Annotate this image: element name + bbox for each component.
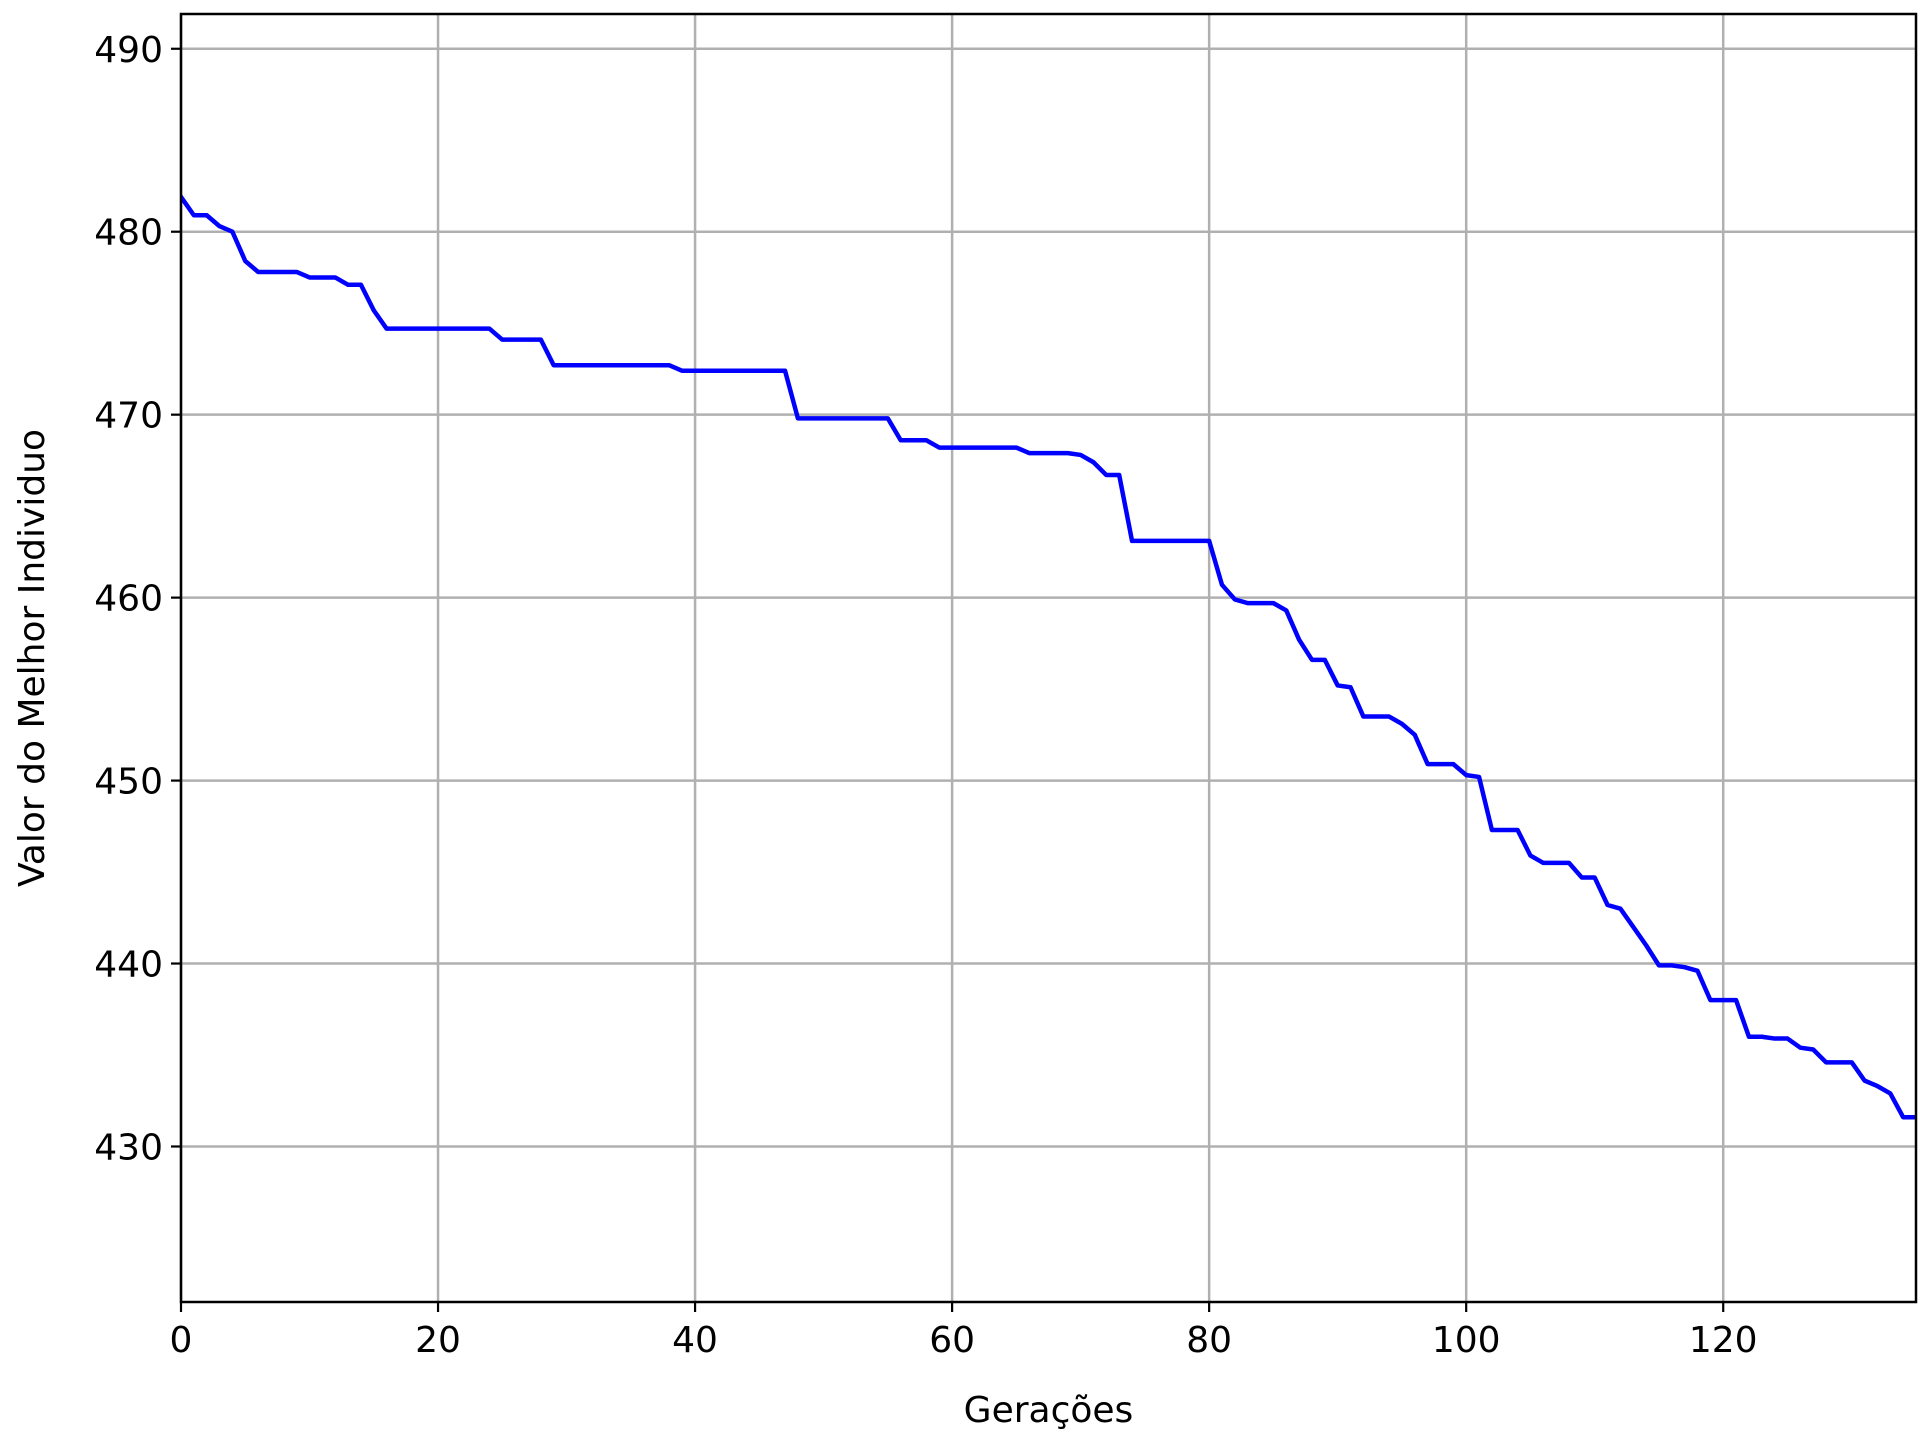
y-axis-label: Valor do Melhor Individuo [12, 429, 53, 887]
y-tick-label: 490 [94, 30, 163, 71]
x-axis-label: Gerações [964, 1390, 1134, 1431]
x-tick-label: 40 [672, 1320, 718, 1361]
y-tick-labels: 430 440 450 460 470 480 490 [94, 30, 163, 1169]
x-tick-label: 0 [170, 1320, 193, 1361]
y-tick-label: 460 [94, 579, 163, 620]
x-tick-label: 20 [415, 1320, 461, 1361]
x-tick-label: 100 [1432, 1320, 1501, 1361]
tick-marks [171, 47, 1725, 1312]
series-group [181, 193, 1916, 1120]
y-tick-label: 450 [94, 762, 163, 803]
y-tick-label: 440 [94, 945, 163, 986]
series-line-0 [181, 193, 1916, 1120]
y-tick-label: 480 [94, 213, 163, 254]
x-tick-labels: 0 20 40 60 80 100 120 [170, 1320, 1758, 1361]
plot-frame [179, 12, 1918, 1304]
grid-lines [179, 14, 1916, 1302]
x-tick-label: 80 [1186, 1320, 1232, 1361]
x-tick-label: 60 [929, 1320, 975, 1361]
y-tick-label: 430 [94, 1127, 163, 1168]
x-tick-label: 120 [1689, 1320, 1758, 1361]
y-tick-label: 470 [94, 396, 163, 437]
